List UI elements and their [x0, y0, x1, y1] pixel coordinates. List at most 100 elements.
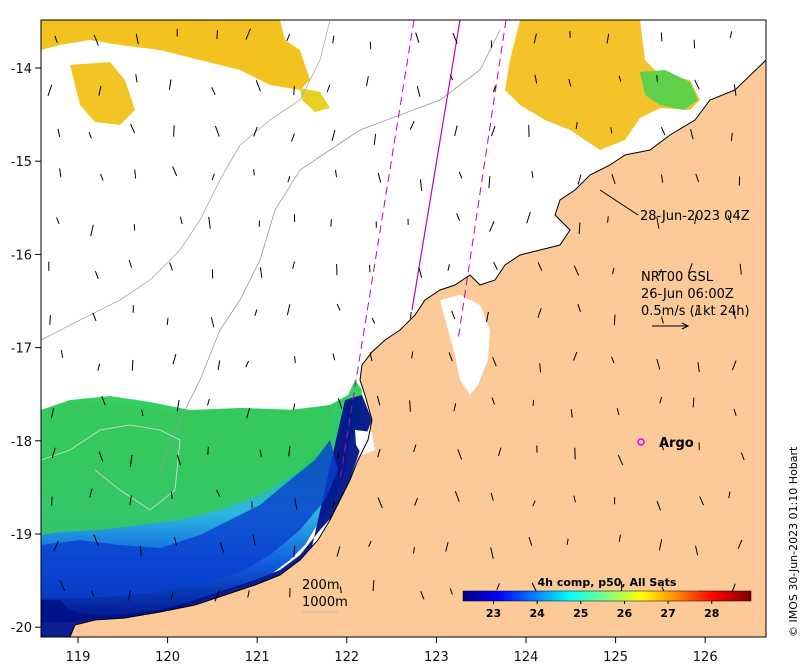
current-vector [606, 33, 610, 44]
current-vector [419, 179, 423, 191]
current-vector [457, 449, 463, 460]
current-vector [573, 351, 578, 361]
current-vector [694, 79, 700, 90]
current-vector [531, 582, 537, 593]
current-vector [416, 86, 421, 97]
current-vector [217, 360, 221, 370]
current-vector [169, 262, 173, 271]
current-vector [129, 495, 132, 505]
current-vector [59, 168, 62, 177]
current-vector [51, 408, 55, 419]
current-vector [458, 171, 463, 179]
sst-northeast [505, 20, 700, 150]
current-vectors [47, 28, 745, 602]
current-vector [366, 76, 369, 87]
current-vector [697, 362, 700, 373]
current-vector [409, 400, 411, 412]
current-vector [172, 353, 177, 365]
current-vector [491, 126, 496, 137]
current-vector [101, 395, 106, 406]
sst-north-patch-2 [70, 62, 135, 125]
current-vector [656, 359, 661, 370]
current-vector [490, 492, 494, 501]
current-vector [492, 356, 497, 367]
current-vector [737, 539, 743, 549]
current-vector [573, 265, 580, 276]
contour-1000m-label: 1000m [302, 595, 348, 610]
colorbar-ticks: 23 24 25 26 27 28 [486, 601, 719, 620]
argo-label: Argo [659, 436, 694, 451]
current-vector [613, 314, 616, 326]
current-vector [731, 360, 737, 371]
current-vector [93, 534, 99, 546]
x-tick-label: 121 [245, 650, 270, 665]
current-vector [533, 33, 537, 44]
current-vector [376, 395, 381, 406]
current-vector [617, 454, 624, 466]
sst-north-patch-1 [41, 20, 310, 90]
current-vector [694, 213, 697, 225]
current-vector [456, 213, 460, 221]
current-vector [166, 317, 169, 326]
current-vector [210, 317, 215, 328]
colorbar-tick-label: 24 [530, 607, 546, 620]
current-vector [454, 490, 460, 502]
current-vector [656, 500, 661, 511]
current-vector [247, 590, 250, 598]
current-vector [47, 84, 53, 97]
current-vector [695, 545, 699, 556]
current-vector [254, 309, 258, 316]
current-vector [451, 310, 456, 320]
y-tick-label: -15 [11, 155, 32, 170]
current-vector [449, 74, 454, 81]
current-vector [288, 446, 291, 457]
current-vector [170, 592, 174, 600]
current-vector [287, 176, 291, 183]
current-vector [293, 545, 296, 558]
current-vector [286, 34, 291, 42]
track-edge-east [457, 20, 507, 341]
current-vector [447, 264, 450, 271]
current-vector [216, 489, 221, 497]
current-vector [176, 399, 180, 412]
current-vector [337, 398, 343, 409]
current-vector [336, 546, 341, 557]
y-tick-label: -20 [11, 621, 32, 636]
current-vector [331, 501, 336, 509]
current-vector [420, 591, 425, 600]
current-vector [332, 35, 335, 44]
current-vector [413, 444, 417, 453]
current-scale-label: 0.5m/s (1kt 24h) [641, 304, 750, 319]
current-vector [134, 169, 137, 179]
current-vector [59, 580, 66, 592]
current-vector [98, 85, 102, 96]
x-tick-label: 119 [66, 650, 91, 665]
y-tick-label: -16 [11, 248, 32, 263]
colorbar-tick-label: 28 [704, 607, 719, 620]
y-tick-label: -18 [11, 435, 32, 450]
current-vector [168, 79, 172, 90]
contour-200m-line [159, 29, 501, 471]
colorbar-tick-label: 27 [660, 607, 675, 620]
y-tick-label: -14 [11, 62, 32, 77]
current-vector [486, 311, 489, 322]
current-vector [661, 444, 665, 451]
current-vector [214, 125, 220, 137]
current-vector [245, 360, 250, 368]
current-vector [128, 259, 133, 268]
current-vector [610, 127, 613, 134]
current-vector [88, 132, 92, 139]
credit-label: © IMOS 30-Jun-2023 01:10 Hobart [787, 446, 800, 637]
current-vector [566, 538, 569, 545]
current-vector [449, 588, 453, 595]
current-vector [537, 308, 542, 318]
colorbar-title: 4h comp, p50, All Sats [538, 576, 677, 589]
current-vector [727, 215, 732, 224]
current-vector [211, 173, 215, 181]
current-vector [335, 169, 337, 178]
current-vector [331, 129, 336, 142]
current-vector [692, 397, 695, 408]
current-vector [415, 32, 420, 43]
x-axis: 119 120 121 122 123 124 125 126 [66, 637, 718, 665]
